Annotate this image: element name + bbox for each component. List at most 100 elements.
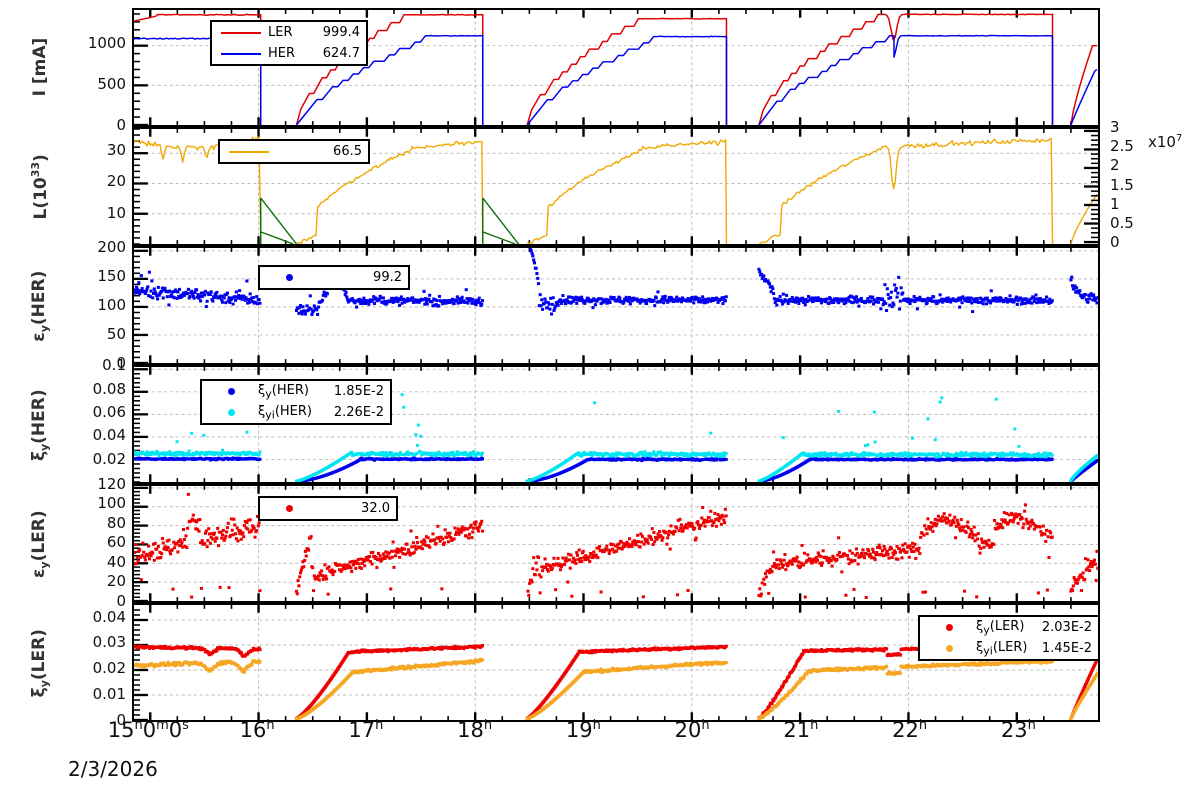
legend-line-icon [226,150,272,153]
ytick-layer [134,129,1072,244]
grid-layer [258,605,909,720]
ytick-layer [134,10,1072,125]
legend-series-name: ξy(HER) [258,382,309,401]
legend-line-icon [218,31,264,34]
legend-emit-her: 99.2 [258,265,410,290]
y-tick-label: 200 [97,237,126,256]
hgrid-layer [134,152,1098,215]
plot-area-luminosity [134,129,1098,244]
legend-entry: ξyi(HER) 2.26E-2 [202,402,390,423]
legend-entry: ξy(HER) 1.85E-2 [202,381,390,402]
legend-entry: LER 999.4 [212,22,366,43]
x-tick-label: 15h0m0s [107,718,189,742]
legend-dot-icon [926,645,972,652]
y-tick-label: 1000 [87,33,126,52]
legend-entry: ξy(LER) 2.03E-2 [920,617,1098,638]
x-tick-label: 20h [674,718,710,742]
plot-area-emit-ler [134,486,1098,601]
y-tick-label: 20 [106,572,126,591]
ytick-layer [134,605,1072,720]
legend-xi-her: ξy(HER) 1.85E-2 ξyi(HER) 2.26E-2 [200,379,392,425]
plot-area-xi-her [134,367,1098,482]
legend-series-value: 999.4 [322,25,360,40]
y-tick-label: 60 [106,533,126,552]
right-y-tick-label: 3 [1110,118,1120,136]
right-axis-multiplier: x107 [1148,133,1183,151]
legend-series-value: 1.85E-2 [333,384,384,399]
legend-entry: 32.0 [260,498,396,519]
legend-series-value: 66.5 [333,144,362,159]
y-tick-label: 120 [97,474,126,493]
legend-entry: ξyi(LER) 1.45E-2 [920,638,1098,659]
legend-series-value: 32.0 [361,501,390,516]
y-tick-label: 0 [116,711,126,729]
y-tick-label: 0.01 [92,685,126,704]
legend-series-value: 624.7 [322,46,360,61]
y-tick-label: 0.08 [92,379,126,398]
legend-series-value: 2.03E-2 [1041,620,1092,635]
y-tick-label: 0 [116,592,126,610]
legend-dot-icon [208,388,254,395]
legend-luminosity: 66.5 [218,139,370,164]
y-tick-label: 0 [116,116,126,134]
y-tick-label: 0.06 [92,403,126,421]
y-tick-label: 50 [106,324,126,343]
data-layer-xi-her [134,389,1098,482]
legend-series-value: 1.45E-2 [1041,641,1092,656]
y-tick-label: 10 [106,203,126,222]
y-tick-label: 20 [106,172,126,191]
x-tick-label: 18h [457,718,493,742]
right-y-tick-label: 1.5 [1110,175,1134,194]
legend-series-name: LER [268,25,293,40]
legend-line-icon [218,52,264,55]
y-tick-label: 100 [97,295,126,314]
right-y-tick-label: 2 [1110,156,1120,175]
y-tick-label: 40 [106,552,126,571]
x-tick-label: 22h [892,718,928,742]
x-tick-label: 19h [565,718,601,742]
y-tick-label: 0.02 [92,659,126,678]
data-layer-current [134,13,1098,125]
ytick-layer [134,367,1072,482]
y-axis-label-xi-ler: ξy(LER) [28,628,52,697]
y-tick-label: 0.02 [92,449,126,468]
y-tick-label: 100 [97,494,126,513]
plot-area-emit-her [134,248,1098,363]
data-layer-emit-her [134,248,1098,316]
x-axis: 15h0m0s 16h 17h 18h 19h 20h 21h 22h 23h [108,718,1100,758]
legend-series-name: ξyi(HER) [258,403,312,422]
plot-area-current [134,10,1098,125]
y-tick-label: 0.04 [92,426,126,445]
legend-series-name: HER [268,46,296,61]
legend-entry: HER 624.7 [212,43,366,64]
legend-dot-icon [266,274,312,281]
hgrid-layer [134,250,1098,336]
y-tick-label: 0.03 [92,633,126,652]
plot-panel-emit-her [132,246,1100,365]
legend-entry: 66.5 [220,141,368,162]
x-tick-label: 21h [783,718,819,742]
legend-series-value: 99.2 [373,270,402,285]
y-tick-label: 0.1 [102,356,126,375]
y-tick-label: 500 [97,74,126,93]
y-tick-label: 0 [116,354,126,372]
legend-series-name: ξyi(LER) [976,639,1028,658]
x-tick-label: 23h [1000,718,1036,742]
right-y-tick-label: 0.5 [1110,213,1134,232]
legend-xi-ler: ξy(LER) 2.03E-2 ξyi(LER) 1.45E-2 [918,615,1100,661]
y-tick-label: 30 [106,141,126,160]
right-y-tick-label: 1 [1110,194,1120,213]
x-tick-label: 16h [239,718,275,742]
legend-dot-icon [926,624,972,631]
y-tick-label: 0.04 [92,607,126,626]
legend-dot-icon [208,409,254,416]
right-y-tick-label: 2.5 [1110,137,1134,156]
data-layer-emit-ler [134,492,1098,599]
hgrid-layer [134,45,1098,86]
legend-dot-icon [266,505,312,512]
y-tick-label: 80 [106,513,126,532]
legend-entry: 99.2 [260,267,408,288]
legend-emit-ler: 32.0 [258,496,398,521]
right-y-tick-label: 0 [1110,233,1120,251]
